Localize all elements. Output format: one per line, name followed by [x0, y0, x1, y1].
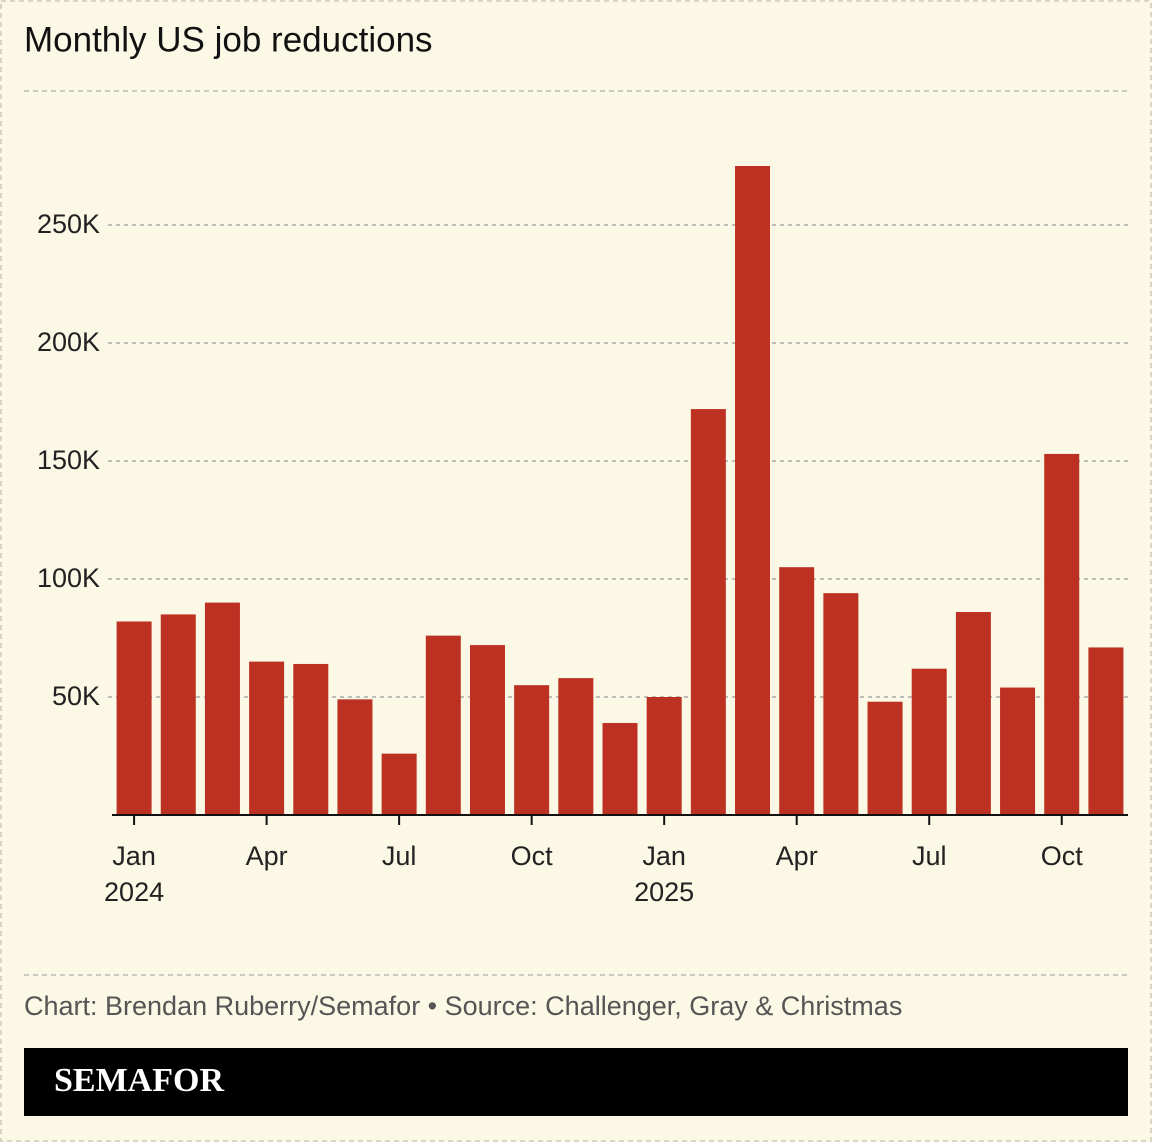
- y-tick-label: 150K: [37, 445, 100, 475]
- bar: [249, 661, 285, 815]
- bar: [469, 645, 505, 815]
- bar: [425, 635, 461, 815]
- bar: [867, 701, 903, 815]
- bar: [381, 753, 417, 815]
- x-tick-label: Oct: [510, 841, 553, 871]
- y-tick-label: 50K: [52, 681, 100, 711]
- chart-title: Monthly US job reductions: [24, 20, 433, 59]
- bar: [337, 699, 373, 815]
- credit: Chart: Brendan Ruberry/Semafor • Source:…: [24, 991, 902, 1021]
- bar: [1088, 647, 1124, 815]
- bar: [823, 593, 859, 815]
- x-tick-label: Jul: [381, 841, 417, 871]
- bar: [779, 567, 815, 815]
- bar: [646, 697, 682, 815]
- bar: [1044, 453, 1080, 815]
- x-tick-label: Oct: [1040, 841, 1083, 871]
- bar: [293, 663, 329, 815]
- bar: [602, 722, 638, 815]
- brand-banner: [24, 1048, 1128, 1116]
- bar: [204, 602, 240, 815]
- x-tick-label: Apr: [775, 841, 818, 871]
- bar: [514, 685, 550, 815]
- bar: [160, 614, 196, 815]
- bar: [1000, 687, 1036, 815]
- brand-logo: SEMAFOR: [54, 1062, 224, 1099]
- x-tick-label: Jul: [911, 841, 947, 871]
- bar: [911, 668, 947, 815]
- x-tick-label: Jan 2025: [634, 841, 695, 907]
- bar: [558, 678, 594, 815]
- x-tick-label: Apr: [245, 841, 288, 871]
- x-tick-label: Jan 2024: [104, 841, 165, 907]
- y-tick-label: 250K: [37, 209, 100, 239]
- y-tick-label: 200K: [37, 327, 100, 357]
- bar: [955, 612, 991, 815]
- y-tick-label: 100K: [37, 563, 100, 593]
- bar: [735, 166, 771, 815]
- bar: [116, 621, 152, 815]
- bar: [690, 409, 726, 815]
